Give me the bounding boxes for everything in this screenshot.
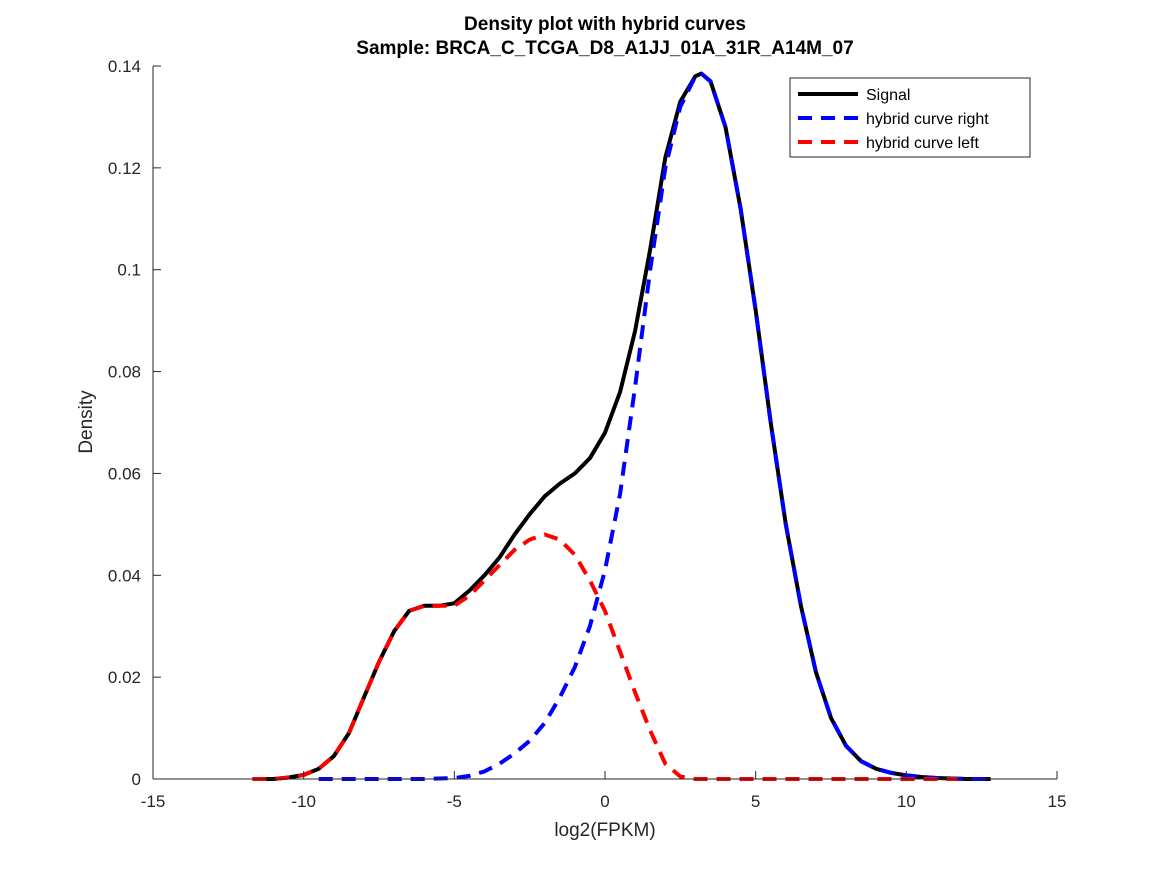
- y-tick-label: 0.04: [108, 566, 141, 585]
- x-tick-label: -15: [141, 792, 166, 811]
- y-tick-label: 0.14: [108, 57, 141, 76]
- legend-label: Signal: [866, 87, 910, 104]
- x-tick-label: 0: [600, 792, 609, 811]
- plot-area: [252, 71, 991, 781]
- series-line-hybrid-curve-right: [318, 71, 991, 781]
- y-tick-label: 0.12: [108, 159, 141, 178]
- tick-marks: -15 -10 -5 0 5 10 15 0 0.02 0.04 0.06 0.08 0.1 0.12 0.…: [108, 57, 1067, 811]
- x-tick-label: 5: [751, 792, 760, 811]
- x-tick-label: -10: [291, 792, 316, 811]
- y-tick-label: 0.08: [108, 363, 141, 382]
- y-tick-label: 0.06: [108, 464, 141, 483]
- legend-label: hybrid curve right: [866, 111, 989, 128]
- x-tick-label: 10: [897, 792, 916, 811]
- y-tick-label: 0.02: [108, 668, 141, 687]
- y-axis-title: Density: [76, 390, 97, 454]
- chart-title: Density plot with hybrid curves: [464, 14, 746, 35]
- axes: [152, 66, 1057, 780]
- series-line-signal: [252, 71, 991, 781]
- y-tick-label: 0: [132, 770, 141, 789]
- x-axis-title: log2(FPKM): [554, 820, 655, 841]
- y-tick-label: 0.1: [117, 261, 141, 280]
- legend: Signal hybrid curve right hybrid curve lef…: [789, 77, 1031, 158]
- chart-subtitle: Sample: BRCA_C_TCGA_D8_A1JJ_01A_31R_A14M…: [356, 38, 853, 59]
- series-line-hybrid-curve-left: [252, 532, 958, 781]
- legend-label: hybrid curve left: [866, 135, 979, 152]
- x-tick-label: 15: [1048, 792, 1067, 811]
- x-tick-label: -5: [447, 792, 462, 811]
